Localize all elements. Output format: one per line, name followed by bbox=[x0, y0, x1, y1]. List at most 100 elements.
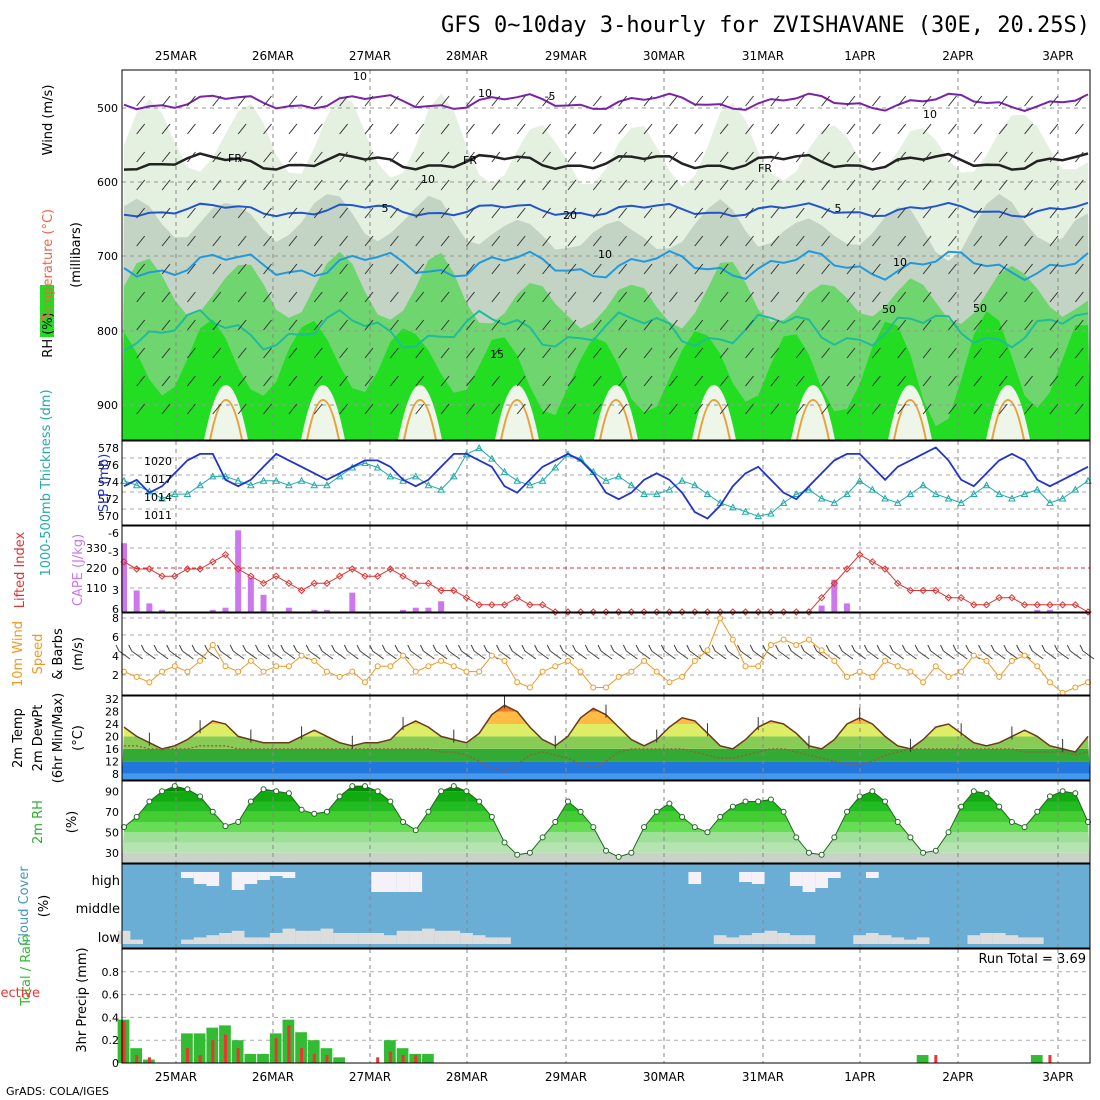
upper-wind-barb bbox=[592, 123, 602, 135]
date-label-top-4: 29MAR bbox=[545, 49, 587, 63]
wind-barb-tick bbox=[724, 644, 729, 652]
wind-barb-tick bbox=[711, 644, 716, 652]
rh-line-point bbox=[894, 819, 901, 825]
precip-total-bar bbox=[181, 1033, 193, 1063]
panel-frame-cloud bbox=[121, 863, 1091, 949]
wind-speed-line-point bbox=[438, 657, 445, 664]
date-label-top-8: 2APR bbox=[942, 49, 973, 63]
rh-line-point bbox=[1072, 790, 1079, 797]
upper-wind-barb bbox=[567, 123, 577, 135]
upper-wind-barb bbox=[136, 207, 146, 219]
upper-wind-barb bbox=[161, 403, 171, 415]
rh-line-point bbox=[539, 834, 546, 841]
upper-wind-barb bbox=[389, 179, 399, 191]
upper-wind-barb bbox=[948, 263, 957, 275]
upper-wind-barb bbox=[998, 179, 1008, 191]
upper-wind-barb bbox=[669, 95, 678, 107]
wind-speed-line-point bbox=[222, 663, 229, 670]
upper-wind-barb bbox=[516, 179, 526, 191]
low-cloud-bar bbox=[358, 933, 372, 944]
upper-wind-barb bbox=[1074, 291, 1084, 303]
rh-line-point bbox=[615, 853, 622, 860]
contour-label-15: 10 bbox=[923, 108, 937, 121]
upper-wind-barb bbox=[821, 123, 831, 135]
upper-wind-barb bbox=[922, 179, 932, 191]
wind-barb-tick bbox=[749, 644, 754, 652]
upper-wind-barb bbox=[592, 291, 602, 303]
high-cloud-bar bbox=[231, 872, 245, 890]
thickness-line-point bbox=[741, 507, 750, 515]
precip-total-bar bbox=[422, 1053, 434, 1063]
upper-wind-barb bbox=[948, 207, 957, 219]
upper-wind-barb bbox=[871, 263, 881, 275]
upper-wind-barb bbox=[1024, 375, 1033, 387]
thickness-line-point bbox=[272, 476, 281, 484]
low-cloud-bar bbox=[282, 928, 296, 944]
rh-line-point bbox=[387, 798, 394, 805]
upper-wind-barb bbox=[389, 263, 399, 275]
upper-wind-barb bbox=[821, 151, 831, 163]
wind-barb bbox=[524, 650, 537, 660]
upper-wind-barb bbox=[516, 291, 526, 303]
low-cloud-bar bbox=[345, 933, 359, 944]
wind-barb bbox=[740, 650, 752, 660]
upper-wind-barb bbox=[263, 123, 272, 135]
wind-barb bbox=[372, 650, 384, 660]
upper-wind-barb bbox=[745, 235, 754, 247]
lifted-index-point bbox=[513, 593, 521, 602]
cape-bar bbox=[1046, 609, 1053, 612]
wind-barb bbox=[461, 650, 473, 660]
upper-wind-barb bbox=[643, 375, 653, 387]
rh-line-point bbox=[273, 788, 280, 795]
wind-speed-line-point bbox=[323, 668, 330, 675]
upper-wind-barb bbox=[364, 179, 374, 191]
thickness-tick-570: 570 bbox=[98, 510, 119, 523]
low-cloud-bar bbox=[333, 933, 346, 944]
upper-wind-barb bbox=[1074, 403, 1084, 415]
upper-wind-barb bbox=[136, 403, 146, 415]
wind-barb-tick bbox=[1079, 644, 1084, 652]
upper-wind-barb bbox=[948, 291, 957, 303]
rh-line-point bbox=[1008, 819, 1015, 825]
upper-wind-barb bbox=[592, 263, 602, 275]
rh-line-point bbox=[767, 796, 774, 803]
upper-wind-barb bbox=[313, 263, 323, 275]
upper-wind-barb bbox=[618, 263, 628, 275]
temp-ylabel-2: (6hr Min/Max) bbox=[51, 693, 66, 783]
thickness-line-point bbox=[1020, 490, 1029, 498]
upper-wind-barb bbox=[643, 179, 653, 191]
wind-barb bbox=[638, 650, 651, 660]
wind-barb-tick bbox=[369, 644, 374, 652]
upper-wind-barb bbox=[846, 403, 856, 415]
upper-wind-barb bbox=[491, 375, 501, 387]
cloud-ylabel-0: Cloud Cover bbox=[17, 866, 32, 946]
warm-contour-4 bbox=[599, 399, 633, 441]
upper-wind-barb bbox=[288, 123, 298, 135]
wind-barb bbox=[626, 650, 638, 660]
lifted-index-point bbox=[767, 608, 775, 616]
upper-wind-barb bbox=[973, 207, 983, 219]
cape-bar bbox=[412, 607, 419, 612]
warm-contour-3 bbox=[500, 399, 534, 441]
upper-wind-barb bbox=[313, 95, 323, 107]
upper-wind-barb bbox=[846, 207, 856, 219]
wind-barb bbox=[867, 650, 879, 660]
precip-conv-bar bbox=[376, 1057, 380, 1063]
upper-wind-barb bbox=[922, 319, 932, 331]
upper-wind-barb bbox=[491, 123, 501, 135]
thickness-line-point bbox=[906, 490, 915, 498]
precip-conv-bar bbox=[934, 1055, 938, 1063]
upper-wind-barb bbox=[998, 235, 1008, 247]
upper-wind-barb bbox=[1074, 207, 1084, 219]
wind-speed-line-point bbox=[793, 641, 800, 648]
cape-tick-220: 220 bbox=[86, 562, 107, 575]
wind-barb-tick bbox=[863, 644, 868, 652]
upper-wind-barb bbox=[669, 375, 678, 387]
wind-barb bbox=[879, 650, 892, 660]
wind-barb bbox=[232, 650, 245, 660]
rh-line-point bbox=[362, 783, 368, 790]
upper-wind-barb bbox=[770, 291, 780, 303]
upper-wind-barb bbox=[1049, 207, 1059, 219]
wind-barb bbox=[359, 650, 372, 660]
lifted-index-point bbox=[881, 565, 889, 573]
